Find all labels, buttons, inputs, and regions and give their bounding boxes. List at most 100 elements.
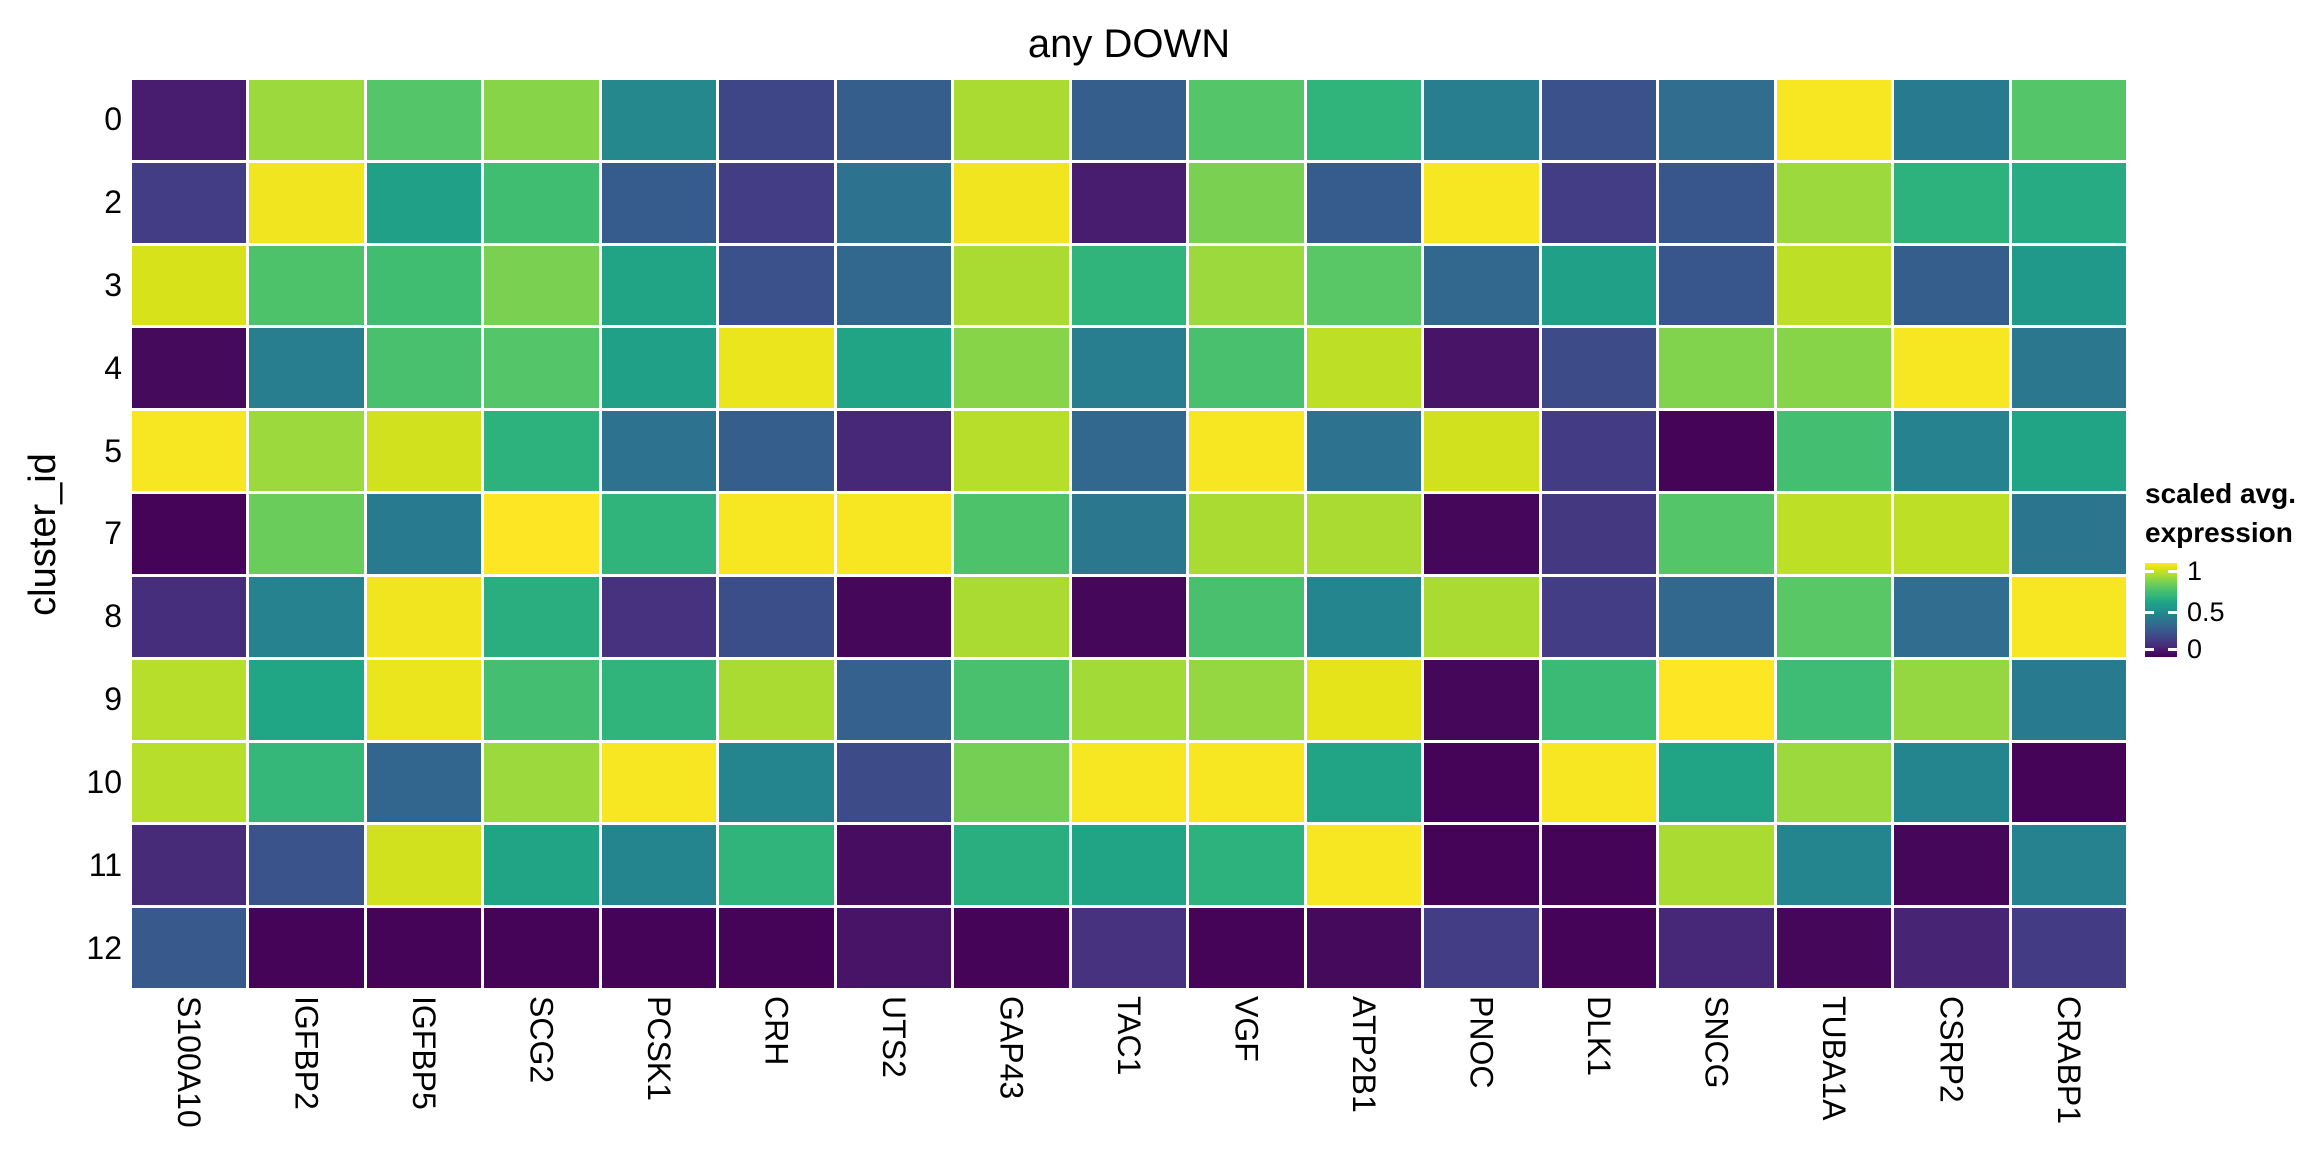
heatmap-cell	[249, 576, 364, 657]
heatmap-cell	[1424, 742, 1539, 823]
x-tick-label: CSRP2	[1933, 996, 1970, 1103]
heatmap-cell	[132, 162, 247, 243]
heatmap-cell	[601, 80, 717, 160]
heatmap-cell	[1541, 659, 1657, 740]
x-tick-label: SCG2	[523, 996, 560, 1084]
legend-colorbar	[2145, 563, 2177, 657]
heatmap-cell	[1306, 742, 1422, 823]
x-tick-label: CRABP1	[2050, 996, 2087, 1125]
heatmap-cell	[954, 494, 1069, 574]
heatmap-cell	[484, 742, 599, 823]
legend-tick-mark	[2145, 570, 2154, 573]
heatmap-cell	[1071, 908, 1187, 988]
heatmap-cell	[1071, 80, 1187, 160]
heatmap-cell	[836, 80, 952, 160]
heatmap-cell	[719, 411, 834, 492]
heatmap-cell	[1189, 576, 1304, 657]
heatmap-cell	[1071, 742, 1187, 823]
heatmap-cell	[836, 162, 952, 243]
legend-title-line2: expression	[2145, 517, 2293, 548]
heatmap-cell	[1071, 659, 1187, 740]
heatmap-cell	[366, 908, 482, 988]
x-tick-label: TUBA1A	[1815, 996, 1852, 1121]
heatmap-cell	[366, 411, 482, 492]
heatmap-cell	[601, 245, 717, 326]
x-tick-label: UTS2	[876, 996, 913, 1078]
heatmap-cell	[1424, 80, 1539, 160]
heatmap-cell	[1776, 80, 1892, 160]
heatmap-cell	[719, 328, 834, 409]
heatmap-cell	[1894, 742, 2009, 823]
heatmap-cell	[1424, 411, 1539, 492]
legend-tick-label: 1	[2187, 556, 2203, 586]
heatmap-cell	[132, 825, 247, 906]
heatmap-cell	[601, 411, 717, 492]
heatmap-cell	[1659, 908, 1774, 988]
y-tick-label: 2	[104, 184, 122, 221]
heatmap-cell	[132, 659, 247, 740]
heatmap-cell	[2011, 162, 2126, 243]
heatmap-cell	[1659, 742, 1774, 823]
y-tick-label: 9	[104, 681, 122, 718]
heatmap-cell	[1659, 494, 1774, 574]
heatmap-cell	[484, 328, 599, 409]
heatmap-cell	[1541, 825, 1657, 906]
legend-title-line1: scaled avg.	[2145, 478, 2296, 509]
heatmap-cell	[2011, 411, 2126, 492]
heatmap-cell	[1659, 659, 1774, 740]
heatmap-cell	[2011, 825, 2126, 906]
heatmap-cell	[836, 908, 952, 988]
legend-tick-label: 0.5	[2187, 596, 2225, 627]
y-axis-tick-labels: 0 2 3 4 5 7 8 9 10 11 12	[0, 80, 122, 988]
y-tick-label: 5	[104, 432, 122, 469]
heatmap-cell	[954, 742, 1069, 823]
heatmap-cell	[484, 411, 599, 492]
y-tick-label: 8	[104, 598, 122, 635]
plot-title: any DOWN	[1027, 22, 1231, 66]
heatmap-cell	[2011, 328, 2126, 409]
heatmap-cell	[132, 742, 247, 823]
heatmap-cell	[1189, 825, 1304, 906]
heatmap-cell	[836, 245, 952, 326]
x-tick-label: IGFBP2	[288, 996, 325, 1110]
heatmap-cell	[719, 576, 834, 657]
heatmap-cell	[249, 411, 364, 492]
x-axis-tick-labels: S100A10 IGFBP2 IGFBP5 SCG2 PCSK1 CRH UTS2 GAP43…	[132, 996, 2126, 1152]
x-tick-label: S100A10	[171, 996, 208, 1128]
heatmap-cell	[1071, 494, 1187, 574]
heatmap-cell	[2011, 576, 2126, 657]
heatmap-cell	[719, 908, 834, 988]
heatmap-cell	[1776, 576, 1892, 657]
heatmap-cell	[249, 825, 364, 906]
heatmap-cell	[1189, 328, 1304, 409]
heatmap-cell	[366, 576, 482, 657]
legend-tick-mark	[2168, 610, 2177, 614]
y-tick-label: 7	[104, 515, 122, 552]
legend-tick-mark	[2145, 648, 2154, 651]
heatmap-cell	[1659, 162, 1774, 243]
heatmap-cell	[1894, 908, 2009, 988]
heatmap-cell	[249, 80, 364, 160]
heatmap-cell	[1071, 825, 1187, 906]
heatmap-cell	[249, 328, 364, 409]
heatmap-cell	[601, 576, 717, 657]
heatmap-cell	[1306, 576, 1422, 657]
heatmap-cell	[1306, 80, 1422, 160]
y-tick-label: 11	[88, 846, 122, 883]
heatmap-cell	[1776, 411, 1892, 492]
x-tick-label: GAP43	[993, 996, 1030, 1100]
heatmap-cell	[2011, 494, 2126, 574]
heatmap-cell	[1189, 494, 1304, 574]
x-tick-label: VGF	[1228, 996, 1265, 1062]
legend-tick-mark	[2168, 570, 2177, 573]
legend: scaled avg. expression 1 0.5 0	[2145, 470, 2304, 690]
heatmap-cell	[719, 245, 834, 326]
heatmap-cell	[1541, 80, 1657, 160]
heatmap-cell	[1659, 80, 1774, 160]
heatmap-cell	[484, 80, 599, 160]
heatmap-cell	[1189, 411, 1304, 492]
heatmap-cell	[954, 162, 1069, 243]
heatmap-cell	[1541, 328, 1657, 409]
heatmap-cell	[1424, 576, 1539, 657]
heatmap-cell	[1189, 245, 1304, 326]
